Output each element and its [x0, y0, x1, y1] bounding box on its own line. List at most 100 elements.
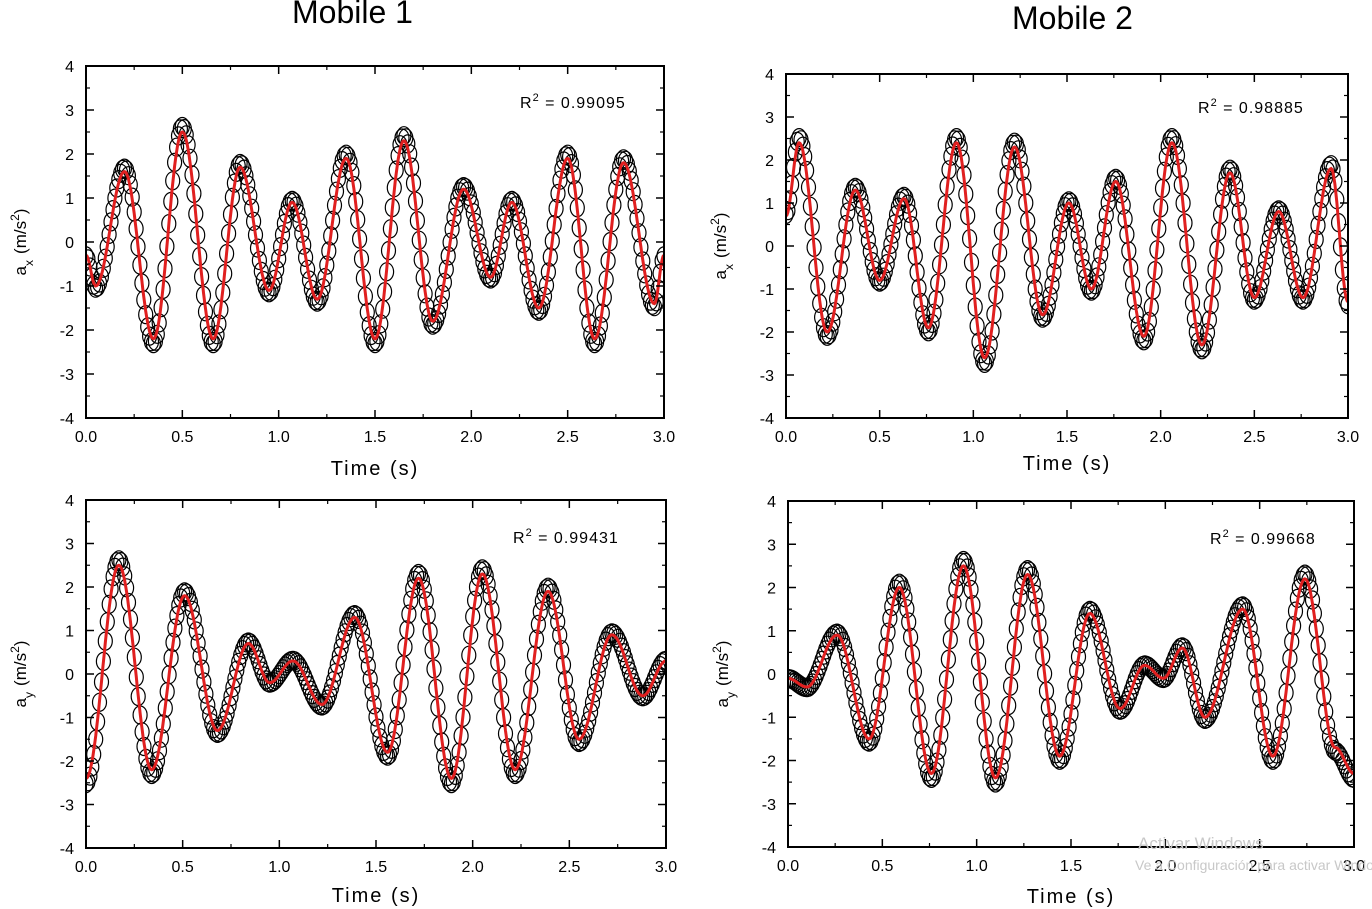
- y-axis-label-units: (m/s: [11, 221, 30, 254]
- data-point: [1108, 168, 1124, 188]
- y-tick-label: -1: [60, 711, 74, 728]
- data-point: [291, 655, 307, 675]
- y-tick-label: 2: [767, 581, 776, 598]
- data-point: [513, 222, 530, 242]
- x-tick-label: 0.0: [775, 429, 797, 446]
- data-point: [656, 246, 664, 266]
- y-axis-label-main: a: [11, 265, 30, 275]
- chart-m1y: 0.0 0.5 1.0 1.5 2.0 2.5 3.0 -4 -3 -2 -1 0 1 2 3 4 Time (…: [8, 493, 677, 907]
- data-point: [229, 660, 245, 680]
- data-point: [95, 258, 111, 278]
- data-point: [263, 281, 279, 301]
- data-point: [1134, 329, 1150, 349]
- data-point: [381, 744, 398, 765]
- y-tick-label: -3: [60, 798, 74, 815]
- x-tick-label: 2.0: [1154, 858, 1176, 875]
- y-tick-label: 1: [765, 196, 774, 213]
- data-point: [873, 271, 890, 291]
- data-point: [146, 763, 162, 783]
- column-title-mobile-1: Mobile 1: [292, 0, 413, 30]
- data-point: [1216, 652, 1232, 673]
- x-tick-label: 0.5: [172, 859, 194, 876]
- data-point: [1236, 597, 1253, 618]
- data-point: [86, 246, 94, 266]
- y-axis-label-units: (m/s: [713, 653, 732, 686]
- chart-m1x: 0.0 0.5 1.0 1.5 2.0 2.5 3.0 -4 -3 -2 -1 0 1 2 3 4 Time (…: [8, 59, 675, 480]
- y-axis-label-close: ): [711, 213, 730, 219]
- data-point: [582, 702, 599, 722]
- data-point: [848, 692, 864, 713]
- data-point: [1174, 637, 1190, 657]
- data-point: [1095, 640, 1111, 661]
- data-point: [948, 128, 965, 148]
- data-point: [506, 192, 522, 212]
- y-tick-label: -1: [762, 710, 776, 727]
- y-axis-label-close: ): [11, 209, 30, 215]
- data-point: [178, 583, 195, 603]
- y-axis-label: ax (m/s2): [708, 213, 736, 280]
- data-point: [286, 192, 302, 212]
- data-point: [425, 315, 441, 335]
- data-point: [844, 672, 860, 693]
- r-squared-symbol: R: [1210, 531, 1223, 548]
- data-point: [594, 645, 610, 665]
- data-point: [1212, 670, 1228, 690]
- data-point: [1231, 599, 1247, 619]
- y-axis-label-main: a: [11, 697, 30, 707]
- data-point: [644, 295, 661, 315]
- data-point: [456, 177, 472, 197]
- data-point: [1085, 604, 1102, 624]
- data-point: [1340, 763, 1354, 783]
- measured-series: [86, 116, 664, 354]
- data-point: [1248, 289, 1264, 309]
- data-point: [1278, 219, 1294, 239]
- data-point: [864, 252, 880, 272]
- watermark-line-1: Activar Windows: [1138, 834, 1264, 853]
- data-point: [349, 606, 365, 626]
- data-point: [642, 291, 659, 311]
- r-squared-symbol: R: [1198, 100, 1211, 117]
- data-point: [273, 662, 289, 682]
- data-point: [465, 203, 481, 223]
- data-point: [893, 575, 909, 595]
- data-point: [177, 582, 193, 602]
- data-point: [847, 177, 863, 197]
- r-squared-annotation: R2 = 0.98885: [1198, 97, 1304, 117]
- y-axis-label: ay (m/s2): [710, 641, 738, 708]
- data-point: [860, 230, 877, 250]
- data-point: [441, 772, 458, 792]
- plot-frame: [787, 500, 1355, 848]
- y-tick-label: -3: [60, 367, 74, 384]
- y-tick-label: -2: [60, 323, 74, 340]
- data-point: [575, 729, 591, 749]
- y-tick-label: -4: [760, 411, 774, 428]
- x-tick-label: 0.0: [777, 858, 799, 875]
- data-point: [1099, 660, 1115, 680]
- data-point: [862, 241, 878, 262]
- y-axis-label-superscript: 2: [708, 218, 722, 225]
- data-point: [818, 640, 834, 660]
- data-point: [560, 144, 576, 164]
- data-point: [225, 678, 241, 698]
- data-point: [333, 638, 349, 658]
- data-point: [529, 300, 545, 320]
- data-point: [494, 224, 510, 244]
- r-squared-annotation: R2 = 0.99095: [520, 92, 626, 112]
- data-point: [857, 728, 874, 749]
- data-point: [143, 332, 160, 352]
- data-point: [588, 672, 605, 693]
- r-squared-superscript: 2: [526, 527, 533, 539]
- data-point: [509, 202, 526, 223]
- y-tick-label: 4: [765, 67, 774, 84]
- x-tick-label: 1.5: [1060, 858, 1082, 875]
- data-point: [821, 325, 837, 345]
- data-point: [1106, 170, 1122, 190]
- data-point: [658, 650, 666, 670]
- data-point: [511, 211, 528, 231]
- y-tick-label: 1: [65, 624, 74, 641]
- data-point: [1085, 279, 1101, 300]
- r-squared-superscript: 2: [1223, 528, 1230, 540]
- x-tick-label: 0.0: [75, 859, 97, 876]
- data-point: [786, 201, 796, 221]
- x-tick-label: 1.5: [365, 859, 387, 876]
